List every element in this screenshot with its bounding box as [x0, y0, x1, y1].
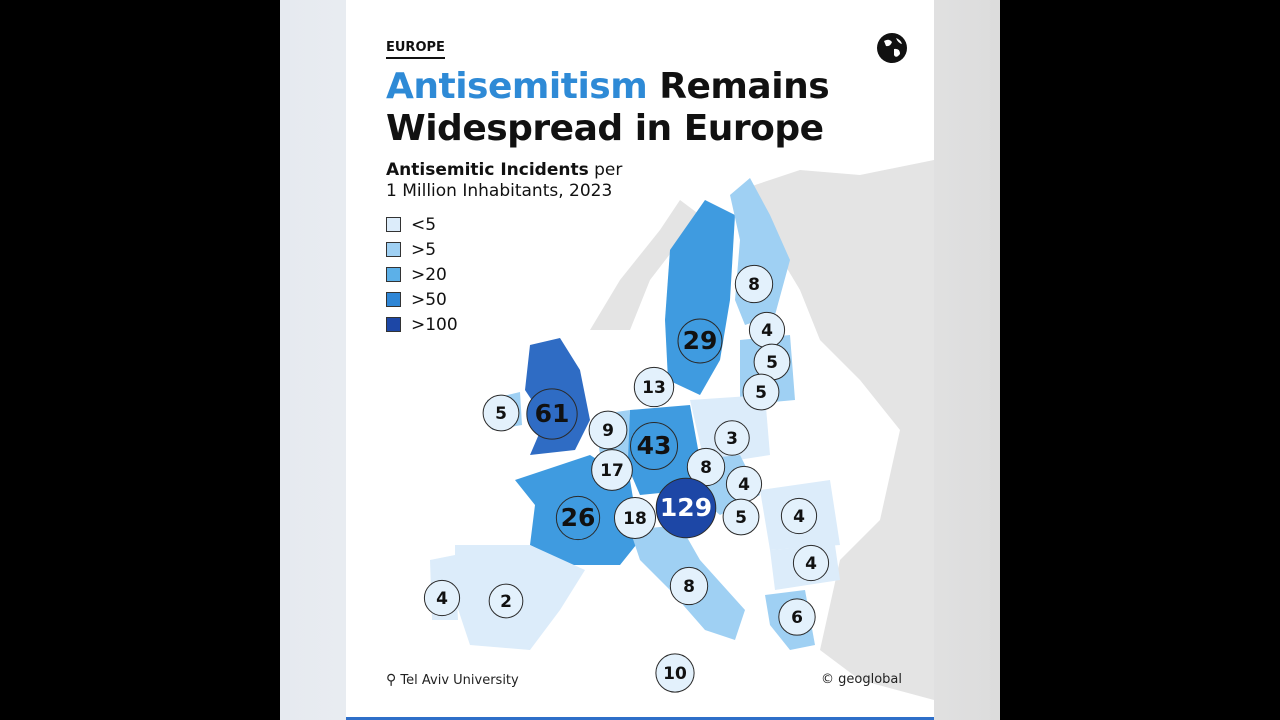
legend-label: >50: [411, 289, 447, 310]
source: ⚲ Tel Aviv University: [386, 672, 519, 688]
non-eu-land: [740, 160, 934, 700]
bubble-label: 129: [660, 493, 712, 522]
legend-label: >20: [411, 264, 447, 285]
bubble: [633, 366, 675, 408]
bubble: [655, 653, 695, 693]
title-rest: Remains: [659, 66, 830, 107]
bubble: [526, 388, 578, 440]
bubble: [677, 318, 723, 364]
bubble-label: 18: [623, 509, 647, 529]
bubble: [734, 264, 774, 304]
bubble: [655, 477, 717, 539]
legend-label: <5: [411, 214, 437, 235]
bubble-label: 3: [726, 429, 738, 449]
legend-swatch: [386, 217, 401, 232]
bubble: [613, 496, 657, 540]
bubble: [482, 394, 520, 432]
bubble: [423, 579, 461, 617]
legend-swatch: [386, 267, 401, 282]
bubble: [792, 544, 830, 582]
bubble: [629, 421, 679, 471]
subtitle-bold: Antisemitic Incidents: [386, 160, 589, 180]
bubble-label: 29: [683, 326, 718, 355]
bubble-label: 61: [535, 399, 570, 428]
bubble-label: 4: [761, 321, 773, 341]
bubble-label: 6: [791, 608, 803, 628]
bubble-label: 10: [663, 664, 687, 684]
subtitle-rest: per: [594, 160, 623, 180]
bubble-label: 4: [738, 475, 750, 495]
bubble-label: 9: [602, 421, 614, 441]
bottom-bar: [346, 717, 934, 720]
bubble: [742, 373, 780, 411]
legend-label: >5: [411, 239, 437, 260]
infographic: 8 4 5 5 29 13 5 61 9 43 3 17 8 4 129 18 26 5 4 4 8 4 2 6 10 EURO…: [346, 0, 934, 720]
legend-label: >100: [411, 314, 458, 335]
bubble: [488, 583, 524, 619]
region-tag: EUROPE: [386, 40, 445, 59]
bubble-label: 5: [735, 508, 747, 528]
bubble: [780, 497, 818, 535]
norway: [590, 200, 700, 330]
bubble-label: 5: [755, 383, 767, 403]
bubble: [714, 420, 750, 456]
credit: © geoglobal: [821, 672, 902, 687]
bubble-label: 43: [637, 431, 672, 460]
legend-swatch: [386, 292, 401, 307]
bubble: [778, 598, 816, 636]
legend-swatch: [386, 317, 401, 332]
globe-icon: [877, 33, 907, 63]
bubble: [591, 449, 633, 491]
bubble-label: 26: [561, 503, 596, 532]
subtitle: Antisemitic Incidents per 1 Million Inha…: [386, 160, 622, 202]
bubble: [669, 566, 709, 606]
bubble-label: 5: [495, 404, 507, 424]
bubble-label: 4: [793, 507, 805, 527]
bubble-label: 17: [600, 461, 624, 481]
title-highlight: Antisemitism: [386, 66, 648, 107]
bubble-label: 4: [436, 589, 448, 609]
title: Antisemitism Remains Widespread in Europ…: [386, 66, 830, 150]
legend-item: >5: [386, 237, 458, 262]
bubble-label: 13: [642, 378, 666, 398]
bubble: [555, 495, 601, 541]
bubble-label: 8: [683, 577, 695, 597]
bubble: [588, 410, 628, 450]
search-icon: ⚲: [386, 672, 397, 688]
legend-item: >50: [386, 287, 458, 312]
bubble-label: 4: [805, 554, 817, 574]
bubble-label: 8: [700, 458, 712, 478]
legend: <5 >5 >20 >50 >100: [386, 212, 458, 337]
legend-item: >20: [386, 262, 458, 287]
source-text: Tel Aviv University: [400, 673, 519, 688]
legend-swatch: [386, 242, 401, 257]
subtitle-line2: 1 Million Inhabitants, 2023: [386, 181, 613, 201]
bubble-label: 5: [766, 353, 778, 373]
legend-item: <5: [386, 212, 458, 237]
bubble: [722, 498, 760, 536]
bubble-label: 2: [500, 592, 512, 612]
bubble-label: 8: [748, 275, 760, 295]
legend-item: >100: [386, 312, 458, 337]
title-line2: Widespread in Europe: [386, 108, 824, 149]
